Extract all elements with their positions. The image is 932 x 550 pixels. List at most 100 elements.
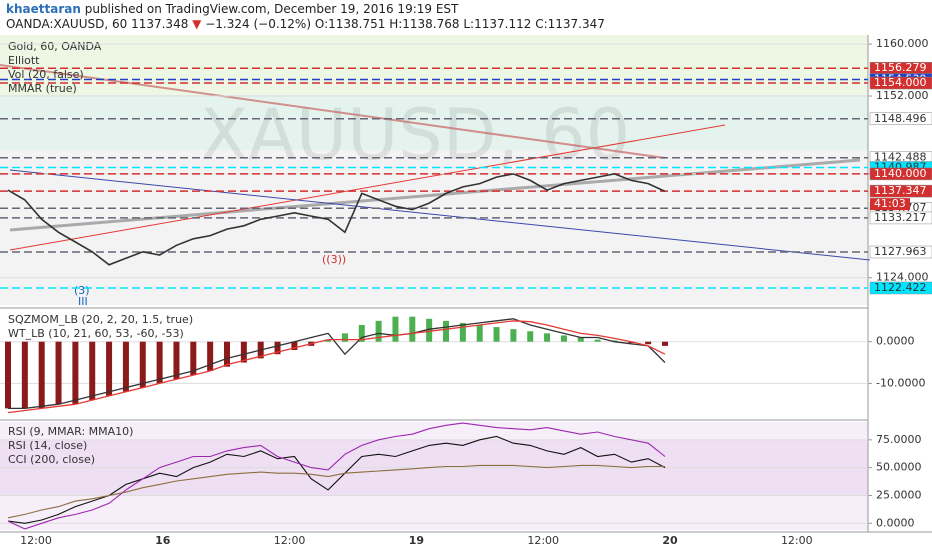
author[interactable]: khaettaran [6,2,81,16]
y-tick-label: 75.0000 [876,433,922,446]
histogram-bar [291,341,298,351]
series-line [7,464,665,519]
histogram-bar [493,327,500,342]
histogram-bar [459,322,466,342]
pane-label: CCI (200, close) [8,453,95,466]
histogram-bar [173,341,180,380]
x-tick-label: 12:00 [527,534,559,547]
price-tag [869,184,932,198]
x-tick-label: 12:00 [20,534,52,547]
symbol: OANDA:XAUUSD, 60 [6,17,128,31]
price-tag-label: 1140.000 [874,167,927,180]
histogram-bar [89,341,96,401]
watermark: XAUUSD, 60 [200,94,630,176]
histogram-bar [358,325,365,342]
series-line [8,318,666,410]
histogram-bar [645,341,652,345]
published: published on TradingView.com, December 1… [84,2,459,16]
histogram-bar [409,316,416,342]
histogram-bar [55,341,62,405]
price-tag-label: 1142.488 [874,151,927,164]
price-tag [869,76,932,90]
histogram-bar [341,333,348,342]
histogram-bar [190,341,197,376]
y-tick-label: 0.0000 [876,335,915,348]
x-tick-label: 16 [155,534,171,547]
histogram-bar [156,341,163,384]
pane-label: MMAR (true) [8,82,77,95]
pane-label: SQZMOM_LB (20, 2, 20, 1.5, true) [8,313,193,326]
histogram-bar [544,333,551,342]
histogram-bar [106,341,113,396]
countdown: 41:03 [874,197,906,210]
pane-label: Elliott [8,54,40,67]
y-tick-label: 25.0000 [876,488,922,501]
histogram-bar [476,325,483,342]
pane-label: RSI (14, close) [8,439,87,452]
series-line [7,173,666,266]
histogram-bar [375,320,382,342]
y-tick-label: 1124.000 [876,271,929,284]
histogram-bar [510,329,517,342]
histogram-bar [72,341,79,405]
wave-label: III [78,295,88,308]
histogram-bar [21,341,28,409]
price-tag-label: 1156.279 [874,61,927,74]
histogram-bar [577,337,584,342]
x-tick-label: 12:00 [274,534,306,547]
histogram-bar [5,341,11,409]
price-tag [869,245,932,259]
histogram-bar [139,341,146,388]
moving-average [0,64,666,159]
histogram-bar [392,316,399,342]
zone-teal [0,95,868,150]
trendline [9,169,871,261]
histogram-bar [325,339,332,342]
price-tag [869,211,932,225]
pane-label: Gold, 60, OANDA [8,40,102,53]
histogram-bar [240,341,247,363]
pane-label: WT_LB (10, 21, 60, 53, -60, -53) [8,327,184,340]
high: H:1138.768 [389,17,460,31]
y-tick-label: 0.0000 [876,516,915,529]
y-tick-label: 50.0000 [876,461,922,474]
low: L:1137.112 [463,17,532,31]
price-tag [869,167,932,181]
histogram-bar [527,331,534,342]
histogram-bar [443,320,449,342]
x-tick-label: 20 [662,534,678,547]
histogram-bar [274,341,281,355]
price-tag-label: 1137.347 [874,184,927,197]
histogram-bar [122,341,129,392]
series-line [7,422,666,530]
y-tick-label: -10.0000 [876,376,925,389]
price-tag [869,112,932,126]
y-tick-label: 1152.000 [876,89,929,102]
countdown-bg [870,198,910,211]
price-tag [869,281,932,295]
quote-line: OANDA:XAUUSD, 60 1137.348 ▼ −1.324 (−0.1… [6,17,926,32]
publish-line: khaettaran published on TradingView.com,… [6,2,926,17]
series-line [7,320,666,414]
histogram-bar [224,341,230,367]
arrow: ▼ [192,17,202,31]
wave-label: ((3)) [322,253,346,266]
x-tick-label: 19 [409,534,424,547]
last: 1137.348 [131,17,189,31]
price-tag-label: 1148.496 [874,112,927,125]
price-tag-label: 1133.217 [874,211,927,224]
price-tag-label: 1127.963 [874,245,927,258]
series-line [7,435,666,524]
histogram-bar [662,341,668,346]
pane-label: RSI (9, MMAR: MMA10) [8,425,133,438]
trendline [9,124,726,251]
histogram-bar [560,335,567,342]
y-tick-label: 1160.000 [876,37,929,50]
histogram-bar [207,341,214,371]
histogram-bar [426,318,433,342]
price-tag-label: 1122.422 [874,281,927,294]
pane-label: Vol (20, false) [8,68,84,81]
open: O:1138.751 [314,17,386,31]
